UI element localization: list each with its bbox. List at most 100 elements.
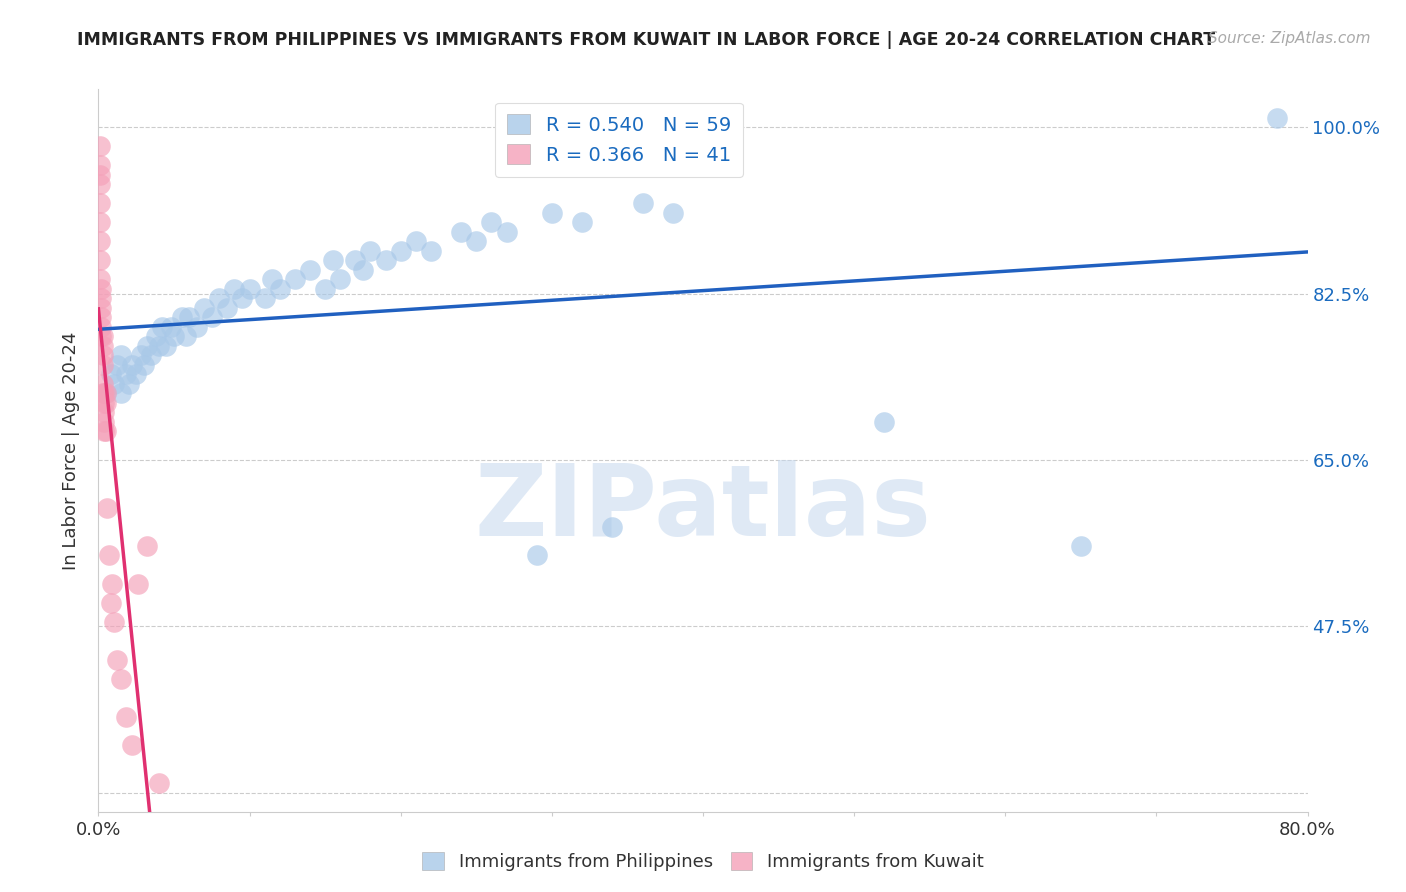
- Point: [1070, 539, 1092, 553]
- Point: [344, 253, 367, 268]
- Point: [89, 196, 111, 211]
- Point: [89, 253, 111, 268]
- Point: [150, 319, 173, 334]
- Point: [129, 348, 152, 362]
- Point: [155, 339, 177, 353]
- Point: [110, 672, 132, 686]
- Point: [160, 319, 183, 334]
- Point: [94, 386, 117, 401]
- Point: [329, 272, 352, 286]
- Point: [314, 282, 336, 296]
- Legend: Immigrants from Philippines, Immigrants from Kuwait: Immigrants from Philippines, Immigrants …: [415, 845, 991, 879]
- Point: [105, 652, 128, 666]
- Point: [91, 348, 114, 362]
- Point: [91, 329, 114, 343]
- Point: [91, 376, 114, 391]
- Point: [114, 709, 136, 723]
- Point: [90, 291, 112, 305]
- Point: [269, 282, 291, 296]
- Point: [91, 386, 114, 401]
- Point: [93, 386, 115, 401]
- Text: IMMIGRANTS FROM PHILIPPINES VS IMMIGRANTS FROM KUWAIT IN LABOR FORCE | AGE 20-24: IMMIGRANTS FROM PHILIPPINES VS IMMIGRANT…: [77, 31, 1215, 49]
- Point: [148, 339, 170, 353]
- Point: [94, 396, 117, 410]
- Point: [91, 358, 114, 372]
- Point: [253, 291, 276, 305]
- Point: [89, 215, 111, 229]
- Point: [89, 139, 111, 153]
- Point: [90, 329, 112, 343]
- Point: [90, 319, 112, 334]
- Point: [495, 225, 517, 239]
- Point: [352, 263, 374, 277]
- Point: [89, 178, 111, 192]
- Point: [873, 415, 896, 429]
- Point: [141, 348, 163, 362]
- Point: [405, 235, 427, 249]
- Point: [93, 415, 115, 429]
- Point: [299, 263, 322, 277]
- Point: [374, 253, 396, 268]
- Point: [100, 596, 122, 610]
- Point: [170, 310, 193, 325]
- Text: Source: ZipAtlas.com: Source: ZipAtlas.com: [1208, 31, 1371, 46]
- Point: [103, 615, 125, 629]
- Point: [201, 310, 224, 325]
- Point: [389, 244, 412, 258]
- Point: [93, 405, 115, 419]
- Point: [89, 168, 111, 182]
- Point: [132, 358, 155, 372]
- Point: [93, 425, 115, 439]
- Point: [100, 368, 122, 382]
- Point: [101, 576, 124, 591]
- Point: [322, 253, 344, 268]
- Point: [239, 282, 262, 296]
- Point: [121, 738, 143, 752]
- Point: [602, 519, 624, 533]
- Point: [90, 282, 112, 296]
- Point: [193, 301, 215, 315]
- Point: [465, 235, 488, 249]
- Point: [186, 319, 208, 334]
- Point: [631, 196, 654, 211]
- Point: [118, 376, 141, 391]
- Point: [91, 339, 114, 353]
- Point: [215, 301, 238, 315]
- Point: [94, 425, 117, 439]
- Point: [481, 215, 503, 229]
- Point: [450, 225, 472, 239]
- Point: [98, 548, 121, 562]
- Point: [135, 539, 157, 553]
- Text: ZIPatlas: ZIPatlas: [475, 459, 931, 557]
- Point: [540, 206, 562, 220]
- Point: [90, 301, 112, 315]
- Legend: R = 0.540   N = 59, R = 0.366   N = 41: R = 0.540 N = 59, R = 0.366 N = 41: [495, 103, 742, 177]
- Point: [284, 272, 307, 286]
- Point: [89, 272, 111, 286]
- Point: [89, 235, 111, 249]
- Point: [90, 310, 112, 325]
- Point: [262, 272, 284, 286]
- Point: [163, 329, 186, 343]
- Point: [89, 158, 111, 172]
- Point: [114, 368, 136, 382]
- Point: [661, 206, 683, 220]
- Point: [231, 291, 253, 305]
- Point: [526, 548, 548, 562]
- Point: [360, 244, 382, 258]
- Point: [110, 386, 132, 401]
- Point: [145, 329, 167, 343]
- Point: [571, 215, 593, 229]
- Point: [174, 329, 197, 343]
- Point: [103, 376, 125, 391]
- Point: [93, 396, 115, 410]
- Point: [94, 386, 117, 401]
- Point: [148, 776, 170, 790]
- Point: [127, 576, 149, 591]
- Point: [135, 339, 157, 353]
- Point: [179, 310, 201, 325]
- Point: [208, 291, 231, 305]
- Point: [1267, 111, 1289, 125]
- Y-axis label: In Labor Force | Age 20-24: In Labor Force | Age 20-24: [62, 331, 80, 570]
- Point: [224, 282, 246, 296]
